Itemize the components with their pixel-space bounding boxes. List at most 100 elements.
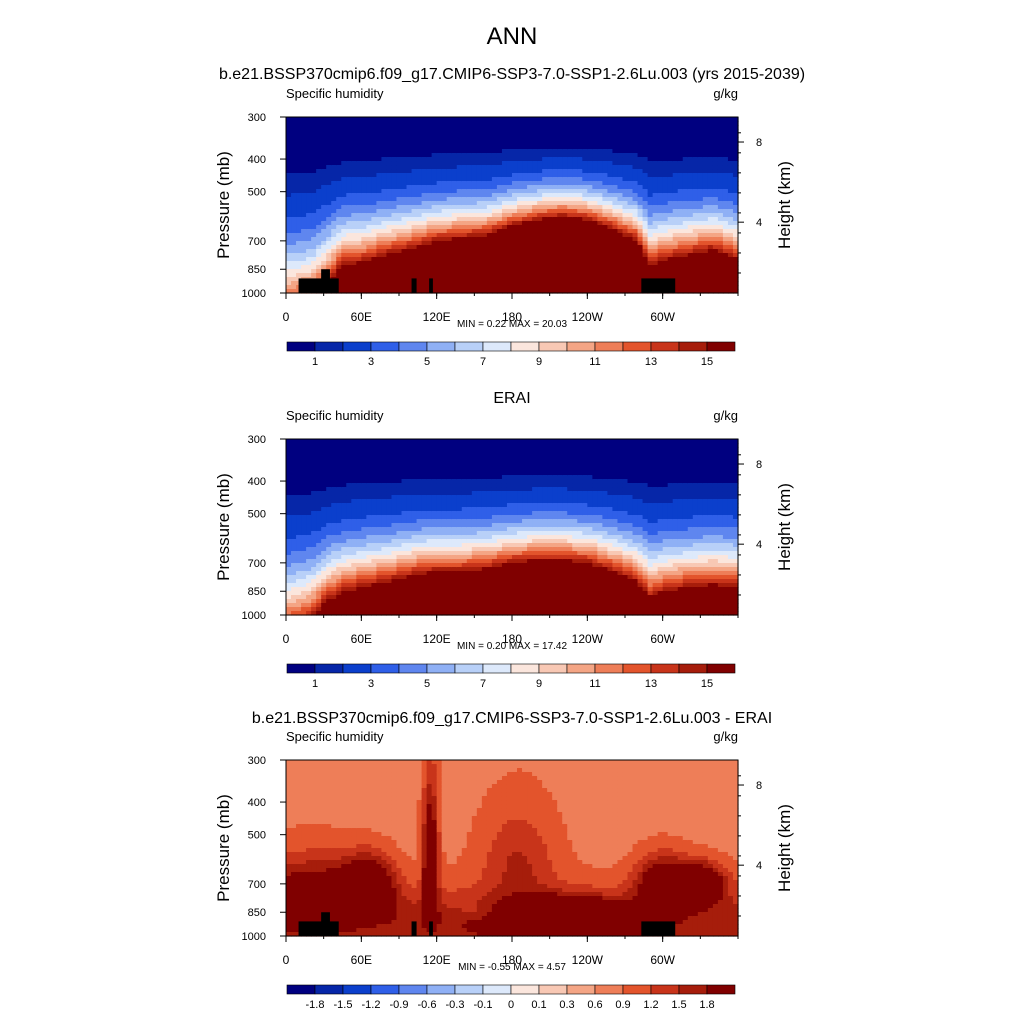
y-tick-label: 1000 xyxy=(242,288,266,300)
contour-cell xyxy=(707,281,714,286)
contour-cell xyxy=(381,487,388,492)
contour-cell xyxy=(572,257,578,262)
contour-cell xyxy=(356,173,362,178)
contour-cell xyxy=(622,173,629,178)
contour-cell xyxy=(371,519,377,524)
contour-cell xyxy=(331,161,337,166)
contour-cell xyxy=(697,209,704,214)
contour-cell xyxy=(391,511,398,516)
contour-cell xyxy=(326,607,332,612)
contour-cell xyxy=(727,265,734,270)
contour-cell xyxy=(717,197,724,202)
contour-cell xyxy=(346,173,352,178)
contour-cell xyxy=(647,169,654,174)
contour-cell xyxy=(356,523,362,528)
contour-cell xyxy=(682,257,689,262)
contour-cell xyxy=(562,185,568,190)
contour-cell xyxy=(356,269,362,274)
contour-cell xyxy=(286,583,292,588)
contour-cell xyxy=(486,197,493,202)
contour-cell xyxy=(476,233,483,238)
contour-cell xyxy=(326,165,332,170)
contour-cell xyxy=(582,137,588,142)
contour-cell xyxy=(371,583,377,588)
contour-cell xyxy=(607,133,614,138)
contour-cell xyxy=(426,149,433,154)
contour-cell xyxy=(326,599,332,604)
contour-cell xyxy=(316,499,322,504)
contour-cell xyxy=(532,249,538,254)
contour-cell xyxy=(311,531,317,536)
contour-cell xyxy=(491,229,498,234)
contour-cell xyxy=(331,515,337,520)
contour-cell xyxy=(456,137,463,142)
contour-cell xyxy=(471,225,478,230)
units-label: g/kg xyxy=(713,408,738,423)
contour-cell xyxy=(346,289,352,294)
contour-cell xyxy=(692,257,699,262)
contour-cell xyxy=(371,467,377,472)
contour-cell xyxy=(562,117,568,122)
contour-cell xyxy=(692,221,699,226)
contour-cell xyxy=(371,447,377,452)
contour-cell xyxy=(331,249,337,254)
contour-cell xyxy=(652,209,659,214)
contour-cell xyxy=(346,607,352,612)
contour-cell xyxy=(597,249,603,254)
contour-cell xyxy=(466,209,473,214)
contour-cell xyxy=(727,281,734,286)
contour-cell xyxy=(361,515,367,520)
contour-cell xyxy=(376,567,383,572)
contour-cell xyxy=(727,213,734,218)
contour-cell xyxy=(547,129,553,134)
contour-cell xyxy=(672,209,679,214)
contour-cell xyxy=(732,265,739,270)
contour-cell xyxy=(371,237,377,242)
contour-cell xyxy=(642,137,649,142)
contour-cell xyxy=(451,221,458,226)
contour-cell xyxy=(657,161,664,166)
contour-cell xyxy=(562,209,568,214)
contour-cell xyxy=(617,229,624,234)
contour-cell xyxy=(491,281,498,286)
contour-cell xyxy=(326,455,332,460)
contour-cell xyxy=(381,539,388,544)
contour-cell xyxy=(301,193,307,198)
contour-cell xyxy=(321,587,327,592)
contour-cell xyxy=(697,273,704,278)
contour-cell xyxy=(517,205,523,210)
contour-cell xyxy=(401,209,408,214)
contour-cell xyxy=(506,241,513,246)
contour-cell xyxy=(637,153,644,158)
contour-cell xyxy=(306,551,312,556)
contour-cell xyxy=(627,201,634,206)
contour-cell xyxy=(517,273,523,278)
contour-cell xyxy=(562,145,568,150)
contour-cell xyxy=(411,229,418,234)
contour-cell xyxy=(732,117,739,122)
contour-cell xyxy=(386,205,393,210)
contour-cell xyxy=(436,213,443,218)
contour-cell xyxy=(401,169,408,174)
contour-cell xyxy=(597,277,603,282)
contour-cell xyxy=(592,229,598,234)
contour-cell xyxy=(677,281,684,286)
contour-cell xyxy=(476,257,483,262)
contour-cell xyxy=(451,177,458,182)
contour-cell xyxy=(592,161,598,166)
contour-cell xyxy=(617,197,624,202)
contour-cell xyxy=(662,233,669,238)
contour-cell xyxy=(301,221,307,226)
contour-cell xyxy=(291,479,297,484)
contour-cell xyxy=(642,229,649,234)
contour-cell xyxy=(376,273,383,278)
contour-cell xyxy=(286,189,292,194)
contour-cell xyxy=(572,245,578,250)
contour-cell xyxy=(552,225,558,230)
contour-cell xyxy=(481,165,488,170)
contour-cell xyxy=(346,193,352,198)
contour-cell xyxy=(486,205,493,210)
contour-cell xyxy=(376,221,383,226)
contour-cell xyxy=(732,269,739,274)
contour-cell xyxy=(552,181,558,186)
